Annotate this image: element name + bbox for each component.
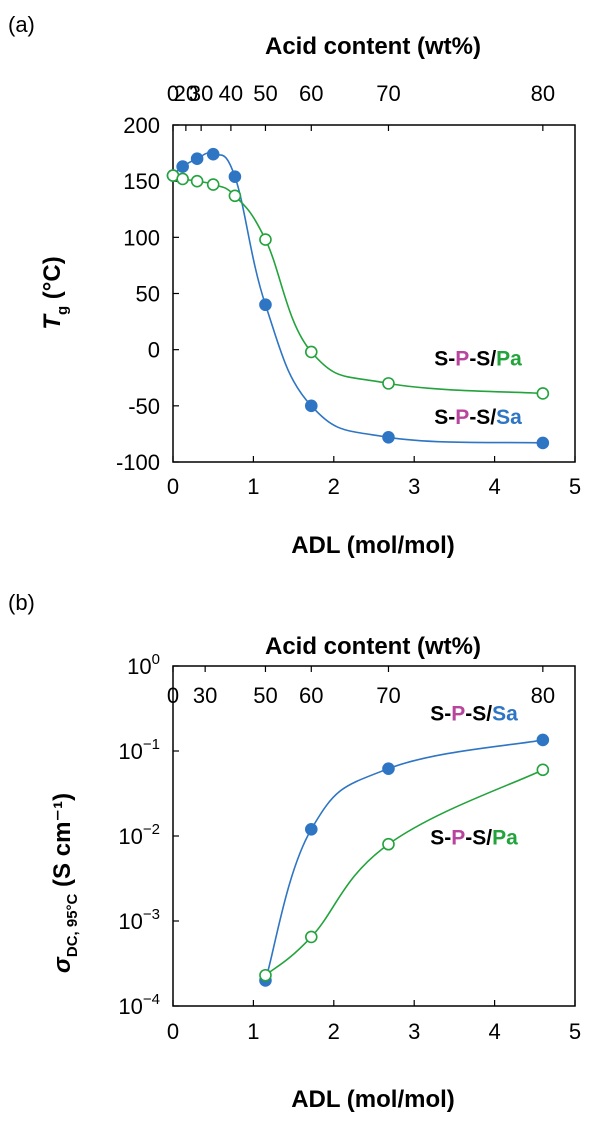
y-axis-title-a-subscript: g [54, 306, 71, 315]
data-point-pa-a [228, 189, 242, 203]
y-axis-title-b-symbol: σ [49, 956, 76, 973]
x-tick-label-a: 2 [328, 474, 340, 499]
data-point-pa-a [304, 345, 318, 359]
top-tick-label-a: 70 [376, 81, 400, 106]
x-tick-label-b: 0 [167, 1019, 179, 1044]
top-tick-label-b: 80 [531, 683, 555, 708]
y-tick-label-a: 50 [136, 282, 160, 307]
data-point-pa-a [382, 377, 395, 390]
panel-b: (b) Acid content (wt%) 0 30 50 60 70 80 S-P-S… [8, 590, 581, 1113]
x-tick-label-b: 1 [247, 1019, 259, 1044]
top-tick-label-b: 60 [299, 683, 323, 708]
y-tick-label-b: 10−3 [118, 906, 160, 934]
y-tick-label-a: -50 [128, 394, 160, 419]
x-tick-label-a: 3 [408, 474, 420, 499]
data-point-sa-a [228, 170, 242, 183]
x-tick-label-a: 5 [569, 474, 581, 499]
top-tick-label-a: 50 [253, 81, 277, 106]
data-point-sa-a [176, 160, 189, 173]
top-tick-label-b: 70 [376, 683, 400, 708]
top-axis-title-a: Acid content (wt%) [265, 33, 481, 60]
top-tick-label-b: 50 [253, 683, 277, 708]
y-tick-label-b: 10−4 [118, 991, 160, 1019]
plot-area-b: S-P-S/Sa S-P-S/Pa [172, 665, 576, 1007]
data-point-pa-a [190, 174, 204, 188]
x-tick-label-b: 5 [569, 1019, 581, 1044]
y-axis-ticks-a: -100 -50 0 50 100 150 200 [116, 113, 160, 475]
y-tick-label-a: 100 [123, 225, 160, 250]
data-point-pa-b [304, 930, 318, 944]
panel-label-a: (a) [8, 12, 35, 37]
x-tick-label-a: 0 [167, 474, 179, 499]
top-tick-label-b: 30 [193, 683, 217, 708]
y-axis-title-a-symbol: T [39, 313, 66, 330]
y-axis-ticks-b: 10−4 10−3 10−2 10−1 100 [118, 651, 160, 1019]
y-tick-label-b: 10−1 [118, 736, 160, 764]
data-point-sa-a [304, 399, 318, 413]
x-tick-label-a: 1 [247, 474, 259, 499]
top-tick-label-a: 60 [299, 81, 323, 106]
y-tick-label-a: -100 [116, 450, 160, 475]
series-line-pa-b [264, 769, 544, 976]
data-point-pa-a [206, 178, 220, 191]
data-point-sa-a [190, 152, 204, 165]
top-axis-ticks-b: 0 30 50 60 70 80 [167, 683, 555, 708]
top-tick-label-a: 30 [189, 81, 213, 106]
x-axis-ticks-a: 0 1 2 3 4 5 [167, 474, 581, 499]
data-point-pa-b [259, 968, 272, 982]
data-point-pa-a [259, 233, 272, 246]
series-label-pa-a: S-P-S/Pa [434, 347, 522, 370]
y-tick-label-a: 0 [148, 338, 160, 363]
panel-label-b: (b) [8, 590, 35, 615]
top-axis-title-b: Acid content (wt%) [265, 633, 481, 660]
series-line-sa-b [264, 739, 543, 981]
y-axis-title-a: Tg (°C) [39, 256, 71, 329]
data-point-sa-a [259, 298, 272, 312]
y-axis-title-b: σDC, 95°C (S cm⁻¹) [49, 793, 81, 973]
data-point-pa-b [382, 837, 395, 851]
data-point-pa-a [536, 387, 550, 400]
top-tick-label-a: 20 [174, 81, 198, 106]
series-label-sa-b: S-P-S/Sa [430, 702, 518, 725]
data-point-sa-b [536, 733, 550, 747]
x-tick-label-b: 3 [408, 1019, 420, 1044]
x-axis-ticks-b: 0 1 2 3 4 5 [167, 1019, 581, 1044]
data-point-pa-b [536, 763, 550, 777]
plot-area-a: S-P-S/Sa S-P-S/Pa [166, 124, 576, 463]
top-tick-label-a: 40 [219, 81, 243, 106]
top-tick-label-a: 80 [531, 81, 555, 106]
data-point-pa-a [176, 172, 189, 186]
x-tick-label-b: 2 [328, 1019, 340, 1044]
y-axis-title-b-unit: (S cm⁻¹) [49, 793, 76, 894]
x-axis-title-a: ADL (mol/mol) [291, 532, 455, 559]
series-label-sa-a: S-P-S/Sa [434, 406, 522, 429]
data-point-sa-a [206, 147, 220, 161]
top-tick-label-a: 0 [167, 81, 179, 106]
y-axis-title-a-unit: (°C) [39, 256, 66, 306]
y-tick-label-a: 200 [123, 113, 160, 138]
y-tick-label-b: 100 [127, 651, 160, 679]
data-point-sa-b [382, 762, 395, 775]
data-point-sa-a [382, 430, 395, 444]
data-point-sa-a [536, 436, 550, 450]
y-tick-label-a: 150 [123, 169, 160, 194]
y-tick-label-b: 10−2 [118, 821, 160, 849]
x-axis-title-b: ADL (mol/mol) [291, 1086, 455, 1113]
series-label-pa-b: S-P-S/Pa [430, 827, 518, 850]
data-point-sa-b [304, 822, 318, 836]
x-tick-label-a: 4 [488, 474, 500, 499]
y-axis-title-b-subscript: DC, 95°C [64, 893, 81, 957]
series-line-sa-a [172, 152, 543, 444]
x-tick-label-b: 4 [488, 1019, 500, 1044]
